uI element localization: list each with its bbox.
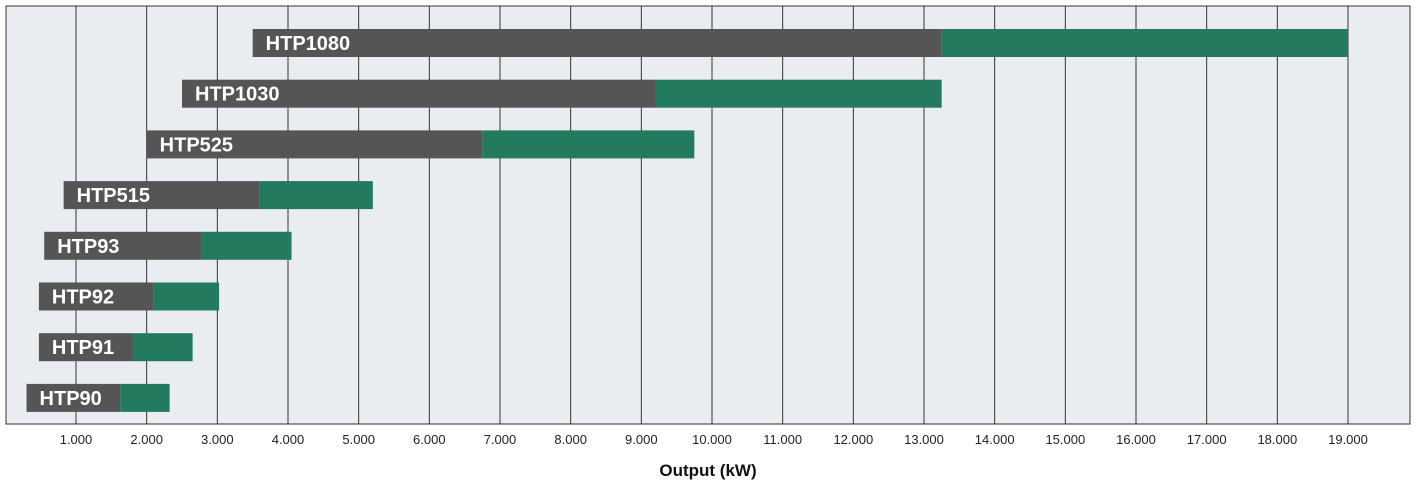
bar-secondary-segment xyxy=(153,282,220,311)
x-tick-label: 5.000 xyxy=(342,432,375,447)
bar-label: HTP93 xyxy=(57,236,119,258)
bar-primary-segment xyxy=(44,231,202,260)
bar-label: HTP1080 xyxy=(266,33,351,55)
x-tick-label: 11.000 xyxy=(763,432,802,447)
bar-primary-segment xyxy=(252,29,942,57)
x-tick-label: 9.000 xyxy=(625,432,658,447)
x-tick-label: 16.000 xyxy=(1116,432,1156,447)
bar-label: HTP90 xyxy=(40,388,102,410)
bar-group-htp90: HTP90 xyxy=(26,383,170,412)
x-axis-title: Output (kW) xyxy=(659,461,756,480)
x-tick-label: 3.000 xyxy=(201,432,234,447)
bar-label: HTP1030 xyxy=(195,84,280,106)
bar-secondary-segment xyxy=(941,29,1348,57)
bar-group-htp1030: HTP1030 xyxy=(182,79,942,108)
bar-primary-segment xyxy=(146,130,483,159)
bar-group-htp91: HTP91 xyxy=(38,333,193,362)
bar-label: HTP92 xyxy=(52,287,114,309)
bar-primary-segment xyxy=(38,333,133,362)
x-tick-label: 7.000 xyxy=(484,432,517,447)
bar-secondary-segment xyxy=(120,383,170,412)
x-tick-labels: 1.000 2.000 3.000 4.000 5.000 6.000 7.000 8.000… xyxy=(60,432,1368,447)
bar-primary-segment xyxy=(38,282,154,311)
bar-label: HTP91 xyxy=(52,337,114,359)
bar-secondary-segment xyxy=(655,79,942,108)
plot-area xyxy=(5,5,1411,425)
x-tick-label: 12.000 xyxy=(833,432,873,447)
bar-primary-segment xyxy=(26,383,121,412)
x-tick-label: 1.000 xyxy=(60,432,93,447)
bar-secondary-segment xyxy=(482,130,695,159)
bar-label: HTP515 xyxy=(77,185,150,207)
bar-secondary-segment xyxy=(132,333,193,362)
bar-group-htp515: HTP515 xyxy=(63,181,373,210)
x-tick-label: 18.000 xyxy=(1257,432,1297,447)
bar-primary-segment xyxy=(63,181,260,210)
x-tick-label: 17.000 xyxy=(1187,432,1227,447)
bar-group-htp525: HTP525 xyxy=(146,130,695,159)
bar-secondary-segment xyxy=(201,231,292,260)
x-tick-label: 19.000 xyxy=(1328,432,1368,447)
grid-lines xyxy=(75,6,1349,424)
x-tick-label: 10.000 xyxy=(692,432,732,447)
bar-group-htp1080: HTP1080 xyxy=(252,29,1348,57)
x-tick-label: 6.000 xyxy=(413,432,446,447)
bars: HTP1080 HTP1030 HTP525 HTP515 HTP93 HTP92 HTP9… xyxy=(26,29,1348,412)
bar-label: HTP525 xyxy=(160,134,233,156)
bar-group-htp93: HTP93 xyxy=(44,231,292,260)
x-tick-label: 4.000 xyxy=(272,432,305,447)
x-tick-label: 2.000 xyxy=(130,432,163,447)
x-tick-label: 15.000 xyxy=(1045,432,1085,447)
bar-secondary-segment xyxy=(259,181,373,210)
x-tick-label: 13.000 xyxy=(904,432,944,447)
x-tick-label: 8.000 xyxy=(554,432,587,447)
x-tick-label: 14.000 xyxy=(975,432,1015,447)
bar-primary-segment xyxy=(182,79,656,108)
bar-group-htp92: HTP92 xyxy=(38,282,220,311)
